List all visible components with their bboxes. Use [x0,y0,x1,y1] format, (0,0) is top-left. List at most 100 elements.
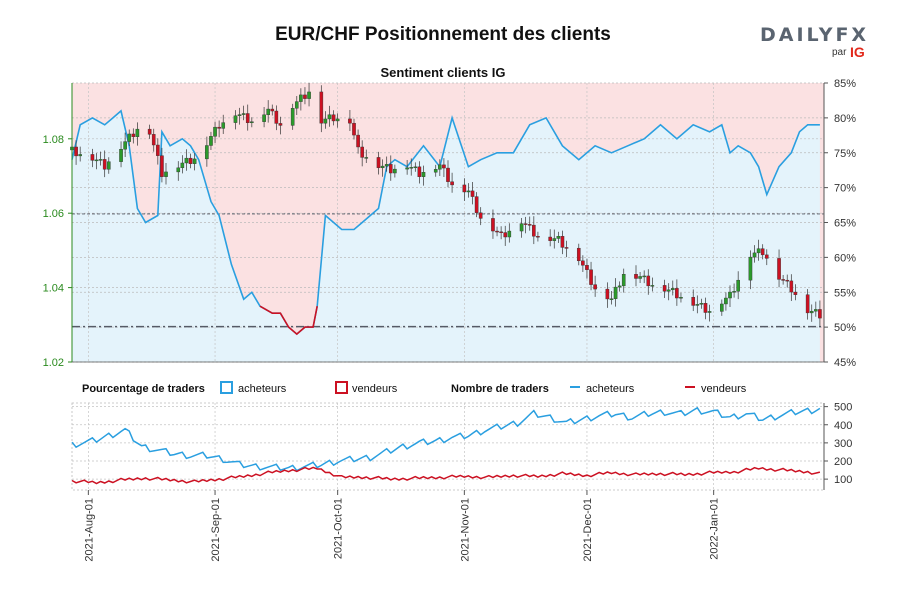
candle-body [245,113,250,124]
candle-body [789,280,794,293]
candle-body [605,288,610,300]
candle-body [303,94,307,99]
candle-body [237,114,242,116]
candle-body [123,141,127,150]
candle-body [393,168,397,174]
candle-body [670,288,675,291]
candle-body [335,118,340,122]
candle-body [106,161,111,170]
candle-body [777,258,781,280]
candle-body [274,110,279,124]
candle-body [131,133,136,137]
candle-body [450,181,454,186]
date-axis: 2021-Aug-01 2021-Sep-01 2021-Oct-01 2021-No… [83,490,721,562]
candle-body [785,279,790,282]
candle-body [417,166,422,177]
candle-body [409,167,414,169]
candle-body [609,298,614,300]
candle-body [307,91,311,99]
candle-body [176,167,181,173]
candle-body [728,291,732,299]
candle-body [433,169,438,173]
candle-body [384,164,389,167]
dailyfx-logo: DAILYFX par IG [760,24,870,64]
candle-body [519,223,524,232]
candle-body [699,303,704,305]
candle-body [102,159,107,170]
candle-body [405,167,409,170]
pct-tick-label: 65% [834,218,856,230]
candle-body [352,122,356,136]
candle-body [470,190,475,197]
legend: Pourcentage de traders acheteurs vendeur… [82,381,747,395]
candle-body [164,171,168,177]
candle-body [720,303,724,312]
legend-count-sellers-label: vendeurs [701,383,747,395]
candle-body [364,157,369,159]
logo-ig-text: IG [850,44,865,60]
legend-pct-sellers-swatch [335,381,348,394]
count-tick-label: 500 [834,402,852,414]
candle-body [666,289,671,292]
chart-subtitle: Sentiment clients IG [380,65,506,80]
candle-body [331,114,336,122]
candle-body [564,247,569,249]
buyers-pct-line [71,109,820,336]
candle-body [805,294,810,314]
date-tick-label: 2021-Aug-01 [83,498,95,562]
candle-body [756,248,761,254]
legend-pct-buyers-swatch [220,381,233,394]
candle-body [180,162,185,169]
candle-body [662,285,667,292]
candle-body [503,232,508,238]
candle-body [151,134,156,146]
candle-body [78,154,82,157]
candle-body [90,154,95,161]
candle-body [217,126,221,129]
candle-body [192,158,197,164]
candle-body [532,224,536,237]
candle-body [809,310,814,314]
pct-tick-label: 45% [834,357,856,369]
candle-body [523,223,528,225]
candle-body [781,279,785,281]
candle-body [356,134,360,148]
candle-body [752,252,757,258]
logo-word: DAILYFX [760,24,870,46]
candle-body [294,101,299,109]
price-tick-label: 1.02 [43,357,64,369]
pct-tick-label: 85% [834,78,856,90]
candle-body [135,128,140,137]
candle-body [707,311,712,313]
price-tick-label: 1.06 [43,208,64,220]
price-tick-label: 1.08 [43,134,64,146]
candle-body [499,231,503,234]
pct-tick-label: 80% [834,113,856,125]
candle-body [74,146,78,157]
candle-body [221,122,226,129]
candle-body [760,248,765,256]
candle-body [446,167,450,182]
candle-body [98,159,103,161]
price-candles [70,83,822,326]
candle-body [691,297,696,306]
candle-body [319,91,324,124]
date-tick-label: 2021-Dec-01 [582,498,594,562]
price-tick-label: 1.04 [43,283,64,295]
candle-body [736,279,740,292]
pct-tick-label: 75% [834,148,856,160]
legend-pct-sellers-label: vendeurs [352,383,398,395]
candle-body [748,256,753,281]
candle-body [732,291,736,293]
candle-body [724,297,728,305]
candle-body [593,284,597,290]
legend-pct-title: Pourcentage de traders [82,383,205,395]
candle-body [290,108,295,126]
candle-body [438,164,442,170]
chart-title: EUR/CHF Positionnement des clients [275,24,611,45]
candle-body [491,218,495,232]
candle-body [675,288,679,299]
candle-body [527,224,532,226]
buyers-count-line [71,406,821,472]
